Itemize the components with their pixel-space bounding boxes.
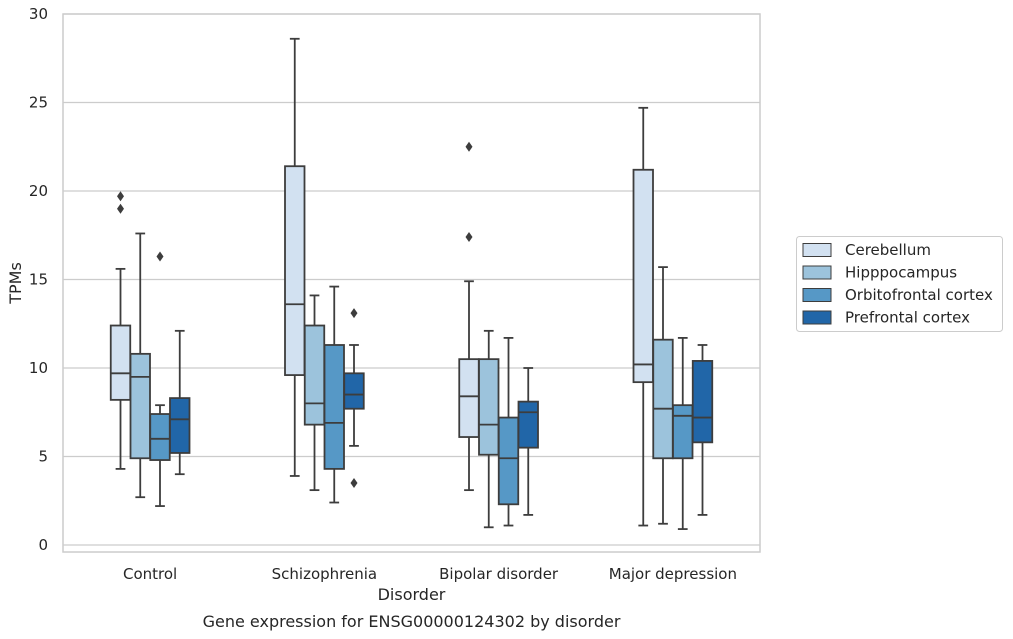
y-tick-label: 15 xyxy=(29,271,48,289)
box xyxy=(303,324,326,426)
y-tick-label: 5 xyxy=(38,448,48,466)
outlier-point xyxy=(117,203,124,214)
y-tick-label: 0 xyxy=(38,536,48,554)
legend: Cerebellum Hipppocampus Orbitofrontal cort… xyxy=(796,236,1003,332)
box xyxy=(129,352,151,460)
x-tick-label: Control xyxy=(123,565,177,583)
outlier-point xyxy=(156,251,164,262)
boxes-layer xyxy=(109,37,714,530)
box xyxy=(478,358,500,456)
box xyxy=(672,404,694,460)
box xyxy=(497,416,520,506)
legend-swatch xyxy=(802,243,832,257)
outlier-point xyxy=(465,141,473,152)
box xyxy=(517,400,539,449)
legend-swatch xyxy=(802,288,832,302)
grid-layer xyxy=(63,13,760,546)
legend-items: Cerebellum Hipppocampus Orbitofrontal cort… xyxy=(802,241,993,327)
legend-label: Orbitofrontal cortex xyxy=(845,286,993,304)
outlier-point xyxy=(350,308,358,319)
legend-swatch xyxy=(802,310,832,325)
y-tick-label: 25 xyxy=(29,94,48,112)
legend-label: Hipppocampus xyxy=(845,264,957,282)
y-tick-label: 10 xyxy=(29,359,48,377)
outlier-point xyxy=(465,232,473,243)
x-tick-label: Schizophrenia xyxy=(272,565,377,583)
box xyxy=(691,360,714,444)
y-tick-label: 30 xyxy=(29,5,48,23)
box xyxy=(149,413,171,461)
y-axis-label: TPMs xyxy=(6,262,25,305)
box xyxy=(343,372,365,410)
box xyxy=(284,165,306,376)
y-tick-label: 20 xyxy=(29,182,48,200)
box xyxy=(109,324,132,401)
box xyxy=(652,338,674,460)
box xyxy=(169,397,191,454)
x-tick-label: Bipolar disorder xyxy=(439,565,559,583)
box xyxy=(458,358,480,438)
outlier-point xyxy=(117,191,124,202)
legend-label: Cerebellum xyxy=(845,241,931,259)
legend-swatch xyxy=(802,265,832,280)
outlier-point xyxy=(350,478,358,489)
y-axis-ticks: 0 5 10 15 20 25 30 xyxy=(29,5,48,554)
chart-caption: Gene expression for ENSG00000124302 by d… xyxy=(203,612,621,631)
x-tick-label: Major depression xyxy=(609,565,737,583)
box xyxy=(632,168,654,384)
legend-frame xyxy=(796,236,1003,332)
x-axis-ticks: Control Schizophrenia Bipolar disorder Majo… xyxy=(123,565,737,583)
legend-label: Prefrontal cortex xyxy=(845,309,970,327)
box xyxy=(323,344,345,470)
plot-frame xyxy=(62,13,761,553)
x-axis-label: Disorder xyxy=(378,585,446,604)
